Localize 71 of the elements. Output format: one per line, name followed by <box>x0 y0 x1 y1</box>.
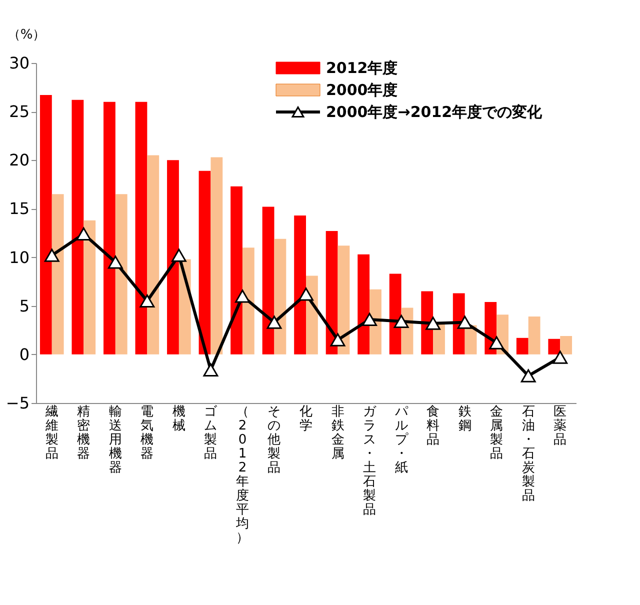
bar <box>84 220 96 354</box>
point <box>457 316 472 329</box>
y-tick-label: 10 <box>9 248 30 267</box>
point <box>140 294 155 308</box>
y-tick-label: −5 <box>6 394 30 412</box>
x-tick-label: ゴム製品 <box>204 404 218 462</box>
bar <box>306 276 318 354</box>
point <box>298 288 314 301</box>
point <box>76 227 92 241</box>
bar <box>104 102 116 354</box>
legend-label: 2000年度→2012年度での変化 <box>326 103 544 121</box>
legend-label: 2012年度 <box>326 59 398 77</box>
x-tick-label: 輸送用機器 <box>108 404 122 476</box>
point <box>108 256 123 269</box>
legend-label: 2000年度 <box>326 81 398 99</box>
bar <box>294 216 306 354</box>
x-tick-label: 石油・石炭製品 <box>522 404 535 504</box>
x-tick-label: 医薬品 <box>554 404 567 448</box>
bar <box>560 336 572 354</box>
x-tick-label: 機械 <box>172 404 186 434</box>
point <box>171 248 186 262</box>
bar <box>198 170 211 354</box>
y-axis-title: （%） <box>7 28 46 42</box>
bar <box>516 338 528 354</box>
bar <box>230 186 242 354</box>
y-tick-label: 5 <box>19 296 30 316</box>
y-tick-label: 20 <box>9 150 30 170</box>
point <box>489 336 504 350</box>
bar <box>528 316 540 354</box>
x-tick-label: 金属製品 <box>490 404 504 462</box>
x-tick-label: 化学 <box>300 404 312 434</box>
x-tick-label: 食料品 <box>426 404 440 448</box>
x-tick-label: 鉄鋼 <box>458 404 472 434</box>
bar <box>52 194 64 354</box>
bar <box>548 338 560 354</box>
point <box>235 290 250 303</box>
x-tick-label: その他製品 <box>268 404 281 476</box>
x-tick-label: ガラス・土石製品 <box>363 404 378 518</box>
bar <box>72 100 84 354</box>
x-tick-label: 精密機器 <box>77 404 90 462</box>
x-tick-label: 電気機器 <box>140 404 154 462</box>
bar <box>40 95 52 354</box>
bar <box>389 274 402 354</box>
point <box>552 350 568 364</box>
bar <box>274 238 286 354</box>
bar <box>210 157 223 354</box>
y-tick-label: 0 <box>19 344 30 364</box>
category-label: （2012年度平均） <box>236 404 249 546</box>
point <box>362 312 377 326</box>
bar <box>147 155 160 354</box>
point <box>330 333 346 346</box>
bar <box>167 160 179 354</box>
bar <box>135 102 148 354</box>
point <box>394 314 409 328</box>
x-tick-label: 非鉄金属 <box>331 404 344 462</box>
y-tick-label: 15 <box>9 199 30 218</box>
point <box>203 363 218 377</box>
point <box>520 369 536 382</box>
bar <box>242 248 254 354</box>
bar <box>115 194 128 354</box>
bar <box>262 206 274 354</box>
x-tick-label: 繊維製品 <box>44 404 58 462</box>
point <box>266 316 282 329</box>
point <box>426 316 441 330</box>
bar <box>358 254 370 354</box>
x-tick-label: パルプ・紙 <box>394 404 409 476</box>
y-tick-label: 25 <box>9 102 30 122</box>
bar <box>338 246 350 354</box>
bar <box>326 231 338 354</box>
y-tick-label: 30 <box>9 54 30 72</box>
point <box>44 248 60 262</box>
